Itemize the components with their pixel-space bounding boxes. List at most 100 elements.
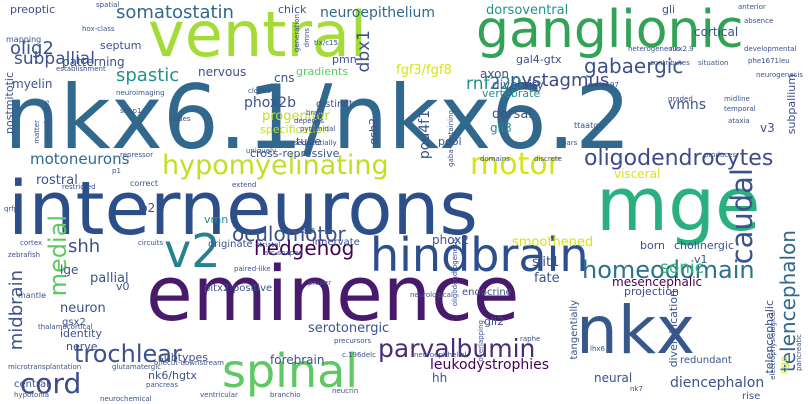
cloud-word: populations	[43, 100, 51, 141]
cloud-word: neural	[594, 371, 633, 385]
cloud-word: phox2	[432, 233, 469, 247]
cloud-word: arc-shaped	[264, 249, 303, 257]
cloud-word: nkx6.1/nkx6.2	[4, 66, 632, 169]
cloud-word: phe1671leu	[748, 57, 790, 65]
cloud-word: restricted	[62, 183, 96, 191]
cloud-word: rostral	[36, 173, 78, 188]
cloud-word: p.gln197	[588, 81, 619, 89]
cloud-word: pancreas	[146, 381, 178, 389]
cloud-word: nk7	[630, 385, 643, 393]
cloud-word: vertebrate	[482, 87, 541, 100]
cloud-word: glutamatergic	[112, 363, 162, 371]
cloud-word: neurochemical	[100, 395, 152, 403]
cloud-word: produces	[704, 151, 737, 159]
cloud-word: cortical	[694, 25, 739, 39]
cloud-word: neuron	[60, 301, 106, 316]
cloud-word: sequentially	[294, 139, 337, 147]
cloud-word: somatostatin	[116, 2, 234, 23]
cloud-word: serotonergic	[308, 321, 390, 336]
cloud-word: neurogenesis	[756, 71, 803, 79]
cloud-word: leukodystrophies	[430, 357, 550, 373]
cloud-word: distinct	[316, 99, 353, 110]
cloud-word: oligodendrocytes	[584, 146, 774, 171]
cloud-word: v0	[116, 280, 130, 293]
cloud-word: motor	[470, 147, 561, 182]
cloud-word: olig2	[10, 38, 54, 59]
cloud-word: patterning	[62, 55, 125, 69]
cloud-word: subpallium	[785, 74, 798, 135]
cloud-word: precursors	[334, 337, 372, 345]
cloud-word: mge	[596, 162, 761, 248]
cloud-word: cortex	[20, 239, 43, 247]
cloud-word: p1	[112, 167, 121, 175]
cloud-word: motoneurons	[30, 150, 130, 168]
cloud-word: pancreatic	[795, 334, 803, 371]
cloud-word: originate	[208, 239, 253, 250]
cloud-word: neuroepithelium	[320, 5, 436, 21]
cloud-word: discrete	[534, 155, 562, 163]
cloud-word: diversification	[667, 290, 680, 368]
cloud-word: clonus	[248, 87, 271, 95]
cloud-word: c.196delc	[342, 351, 376, 359]
cloud-word: pax6	[298, 227, 316, 235]
cloud-word: cge	[779, 356, 790, 374]
cloud-word: hypomyelinating	[162, 150, 389, 181]
cloud-word: branchio	[270, 391, 301, 399]
cloud-word: progenitor	[262, 109, 330, 124]
cloud-word: generation	[293, 14, 301, 53]
cloud-word: fgf3/fgf8	[396, 63, 452, 78]
cloud-word: shh	[68, 236, 101, 257]
cloud-word: thalamocortical	[38, 323, 93, 331]
cloud-word: anterior	[738, 3, 766, 11]
cloud-word: spinal	[222, 344, 359, 398]
cloud-word: contributes	[650, 59, 690, 67]
cloud-word: vmns	[668, 97, 707, 113]
cloud-word: ataxia	[728, 117, 750, 125]
cloud-word: oculomotor	[232, 222, 346, 246]
cloud-word: interneurons	[8, 166, 478, 252]
cloud-word: absence	[744, 17, 774, 25]
cloud-word: gradients	[296, 65, 349, 78]
cloud-word: ganglionic	[476, 0, 744, 60]
cloud-word: situation	[698, 59, 729, 67]
cloud-word: tube	[296, 135, 322, 148]
cloud-word: medial	[44, 215, 72, 297]
cloud-word: gaba-containing	[447, 110, 455, 167]
cloud-word: electrophysiological	[769, 310, 777, 380]
cloud-word: ventral	[148, 0, 368, 71]
cloud-word: fate	[534, 271, 560, 286]
cloud-word: specification	[260, 123, 330, 136]
cloud-word: innervate	[312, 237, 360, 248]
cloud-word: qrfp	[4, 205, 19, 213]
cloud-word: diversity	[492, 78, 544, 92]
cloud-word: ventricular	[200, 391, 238, 399]
cloud-word: cross-repressive	[250, 147, 340, 160]
cloud-word: eminence	[146, 249, 520, 338]
cloud-word: parvalbumin	[378, 334, 536, 363]
cloud-word: nystagmus	[510, 70, 610, 91]
cloud-word: gal4-gtx	[516, 53, 562, 66]
cloud-word: paired-like	[234, 265, 271, 273]
cloud-word: heterogeneous	[628, 45, 681, 53]
cloud-word: central	[14, 379, 49, 390]
cloud-word: dmns	[303, 28, 311, 48]
cloud-word: myelin	[12, 77, 53, 91]
cloud-word: hindbrain	[370, 228, 589, 282]
cloud-word: pallial	[90, 271, 129, 286]
cloud-word: gsh2	[367, 118, 380, 145]
cloud-word: postmitotic	[3, 72, 16, 134]
cloud-word: lge	[60, 263, 79, 277]
cloud-word: hypotonia	[14, 391, 50, 399]
cloud-word: extend	[232, 181, 257, 189]
cloud-word: endocrine	[462, 287, 512, 298]
cloud-word: gli2	[484, 315, 505, 328]
cloud-word: pitx2-positive	[204, 283, 273, 294]
cloud-word: graded	[668, 95, 693, 103]
cloud-word: hh	[432, 371, 448, 385]
cloud-word: microtransplantation	[8, 363, 82, 371]
cloud-word: midbrain	[6, 270, 27, 351]
cloud-word: oligodendrogenesis	[451, 238, 459, 307]
cloud-word: nkx2.9	[670, 45, 694, 53]
cloud-word: nk6/hgtx	[148, 369, 197, 382]
